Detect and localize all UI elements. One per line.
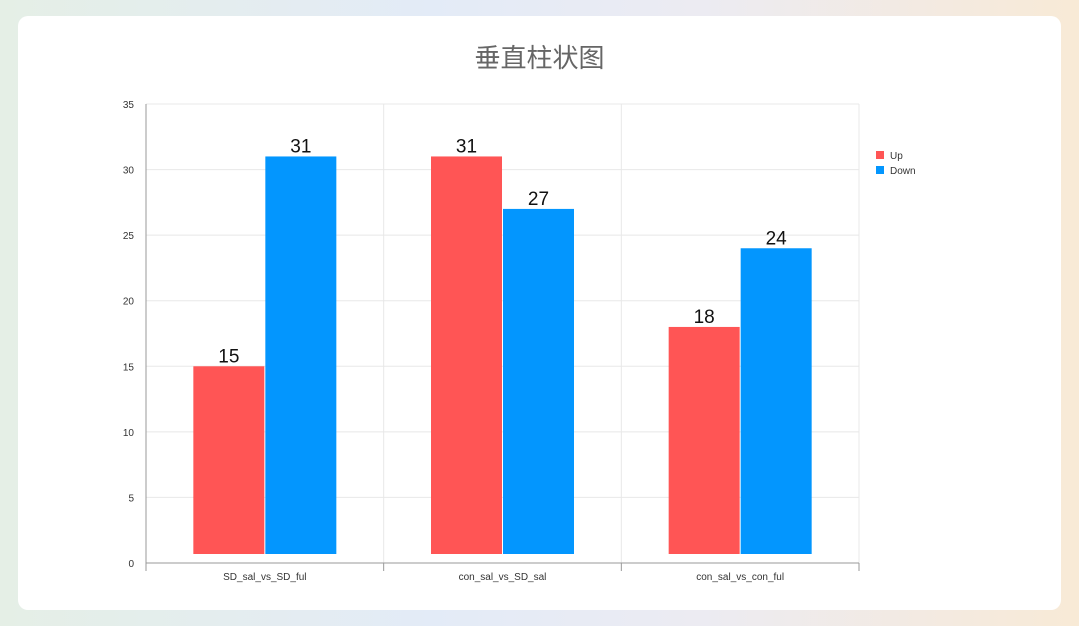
- x-tick-label: SD_sal_vs_SD_ful: [223, 572, 306, 583]
- bar-up: [193, 366, 265, 554]
- legend-swatch-up: [876, 151, 884, 159]
- data-label: 31: [456, 136, 477, 157]
- legend-label: Up: [890, 151, 903, 162]
- data-label: 27: [528, 189, 549, 210]
- y-tick-label: 25: [123, 231, 135, 242]
- y-tick-label: 15: [123, 362, 135, 373]
- legend-swatch-down: [876, 166, 884, 174]
- y-tick-label: 10: [123, 428, 135, 439]
- bar-up: [668, 326, 740, 554]
- bar-down: [503, 208, 574, 554]
- data-label: 24: [766, 228, 788, 249]
- y-tick-label: 35: [123, 100, 135, 111]
- data-label: 15: [218, 346, 239, 367]
- bar-down: [740, 248, 812, 554]
- legend-label: Down: [890, 166, 916, 177]
- y-tick-label: 20: [123, 297, 135, 308]
- x-tick-label: con_sal_vs_con_ful: [696, 572, 784, 583]
- y-tick-label: 0: [128, 559, 134, 570]
- bar-down: [265, 156, 337, 554]
- bar-up: [431, 156, 502, 554]
- x-tick-label: con_sal_vs_SD_sal: [459, 572, 547, 583]
- y-tick-label: 30: [123, 166, 135, 177]
- y-tick-label: 5: [128, 493, 134, 504]
- chart-title: 垂直柱状图: [474, 44, 605, 74]
- data-label: 18: [694, 307, 715, 328]
- data-label: 31: [290, 136, 311, 157]
